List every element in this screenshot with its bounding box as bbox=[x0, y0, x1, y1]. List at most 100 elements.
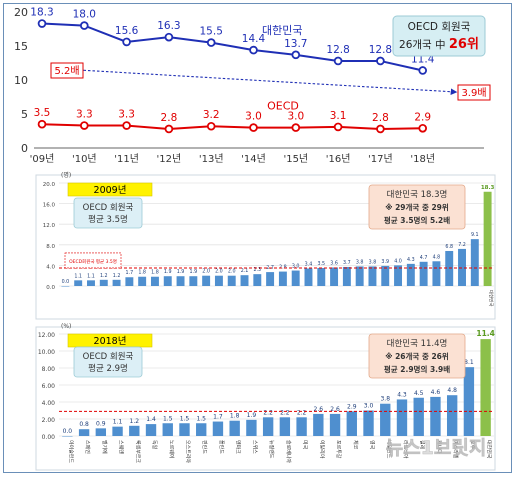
category-label: 뉴질랜드 bbox=[268, 440, 275, 459]
bar-value-label: 18.3 bbox=[481, 185, 495, 191]
bar bbox=[432, 261, 441, 286]
category-label: 대한민국 bbox=[488, 290, 495, 307]
bar bbox=[61, 286, 70, 287]
bar-value-label: 11.4 bbox=[476, 329, 495, 338]
category-label: 포르투갈 bbox=[335, 440, 342, 459]
data-label: 3.0 bbox=[245, 111, 262, 123]
bar bbox=[78, 429, 90, 436]
average-note-box bbox=[64, 252, 122, 269]
year-title: 2018년 bbox=[94, 336, 127, 347]
bar-value-label: 1.5 bbox=[180, 415, 190, 422]
category-label: 노르웨이 bbox=[168, 440, 175, 458]
bar bbox=[246, 419, 257, 436]
bar bbox=[445, 250, 454, 286]
bar-value-label: 2.3 bbox=[253, 267, 261, 273]
bar bbox=[346, 411, 357, 436]
x-tick-label: '10년 bbox=[72, 153, 97, 165]
data-point bbox=[80, 21, 89, 30]
bar bbox=[291, 270, 300, 286]
data-label: 3.3 bbox=[76, 109, 93, 121]
y-tick-label: 0.00 bbox=[42, 434, 56, 441]
bar-value-label: 8.1 bbox=[464, 359, 474, 366]
series-line-korea bbox=[41, 22, 423, 72]
bar-value-label: 4.0 bbox=[394, 258, 402, 264]
oecd-average-box bbox=[73, 346, 143, 378]
bar bbox=[179, 423, 190, 436]
bar-value-label: 3.0 bbox=[364, 403, 374, 410]
korea-summary-text: 대한민국 11.4명 bbox=[387, 338, 448, 349]
data-point bbox=[418, 123, 428, 133]
bar-value-label: 1.4 bbox=[146, 416, 156, 423]
bar bbox=[202, 275, 211, 286]
data-point bbox=[122, 121, 131, 130]
category-label: 네덜란드 bbox=[385, 440, 392, 459]
ratio-start-box bbox=[50, 62, 84, 79]
bar-value-label: 7.2 bbox=[458, 242, 466, 248]
data-label: 11.4 bbox=[411, 53, 435, 65]
x-tick-label: '11년 bbox=[114, 153, 139, 165]
bar-value-label: 4.3 bbox=[397, 391, 407, 398]
korea-summary-box bbox=[368, 184, 466, 230]
bar bbox=[458, 248, 466, 286]
bar-value-label: 2.6 bbox=[330, 406, 340, 413]
bar-value-label: 0.8 bbox=[79, 421, 89, 428]
data-label: 2.9 bbox=[414, 111, 431, 123]
y-tick-label: 4.0 bbox=[46, 264, 55, 270]
series-line-oecd bbox=[41, 123, 423, 130]
bar-value-label: 1.5 bbox=[163, 415, 173, 422]
category-label: 오스트리아 bbox=[184, 440, 191, 463]
bar-value-label: 1.2 bbox=[100, 273, 108, 279]
watermark: 뉴스1브릿지 bbox=[386, 437, 487, 459]
x-tick-label: '15년 bbox=[283, 153, 308, 165]
y-tick-label: 0.0 bbox=[46, 285, 55, 291]
bar-value-label: 1.7 bbox=[213, 414, 223, 421]
y-tick-label: 10.00 bbox=[38, 349, 55, 356]
bar bbox=[266, 272, 275, 286]
chart-canvas: 0 5 10 15 20 '09년 '10년 '11년 '12년 '13년 '14년 '15년 '16년… bbox=[14, 6, 496, 471]
data-point bbox=[37, 19, 47, 28]
ratio-arrow bbox=[78, 69, 458, 95]
chart-frame: 0 5 10 15 20 '09년 '10년 '11년 '12년 '13년 '14년 '15년 '16년… bbox=[3, 3, 512, 473]
bar bbox=[176, 276, 185, 286]
bar bbox=[394, 265, 403, 286]
bar-korea bbox=[483, 191, 492, 286]
category-label: 핀란드 bbox=[201, 440, 208, 454]
bar bbox=[150, 276, 159, 286]
bar-chart-2018: 0.00 2.00 4.00 6.00 8.00 10.00 12.00 (%) 0.0 아이슬란… bbox=[35, 323, 496, 471]
bar bbox=[380, 403, 391, 436]
bar-value-label: 1.8 bbox=[151, 270, 159, 276]
bar bbox=[430, 396, 441, 436]
bar-value-label: 1.1 bbox=[87, 273, 95, 279]
bar bbox=[240, 275, 249, 286]
data-point bbox=[333, 122, 343, 132]
bar-value-label: 0.0 bbox=[63, 428, 73, 435]
bar bbox=[196, 423, 207, 436]
bar-value-label: 3.0 bbox=[292, 264, 300, 270]
data-label: 12.8 bbox=[369, 44, 392, 56]
y-tick-label: 8.00 bbox=[42, 366, 56, 373]
y-tick-label: 20.0 bbox=[43, 182, 56, 188]
year-badge bbox=[67, 182, 153, 197]
bar-value-label: 1.9 bbox=[177, 269, 185, 275]
bar-value-label: 4.8 bbox=[433, 254, 441, 260]
bar-value-label: 1.1 bbox=[113, 419, 123, 426]
bar-value-label: 1.7 bbox=[126, 270, 134, 276]
bar bbox=[317, 267, 326, 286]
bar bbox=[162, 423, 173, 436]
bar-value-label: 3.5 bbox=[317, 261, 325, 267]
ratio-end-box bbox=[457, 84, 491, 101]
rank-box-title: OECD 회원국 bbox=[408, 21, 471, 33]
series-name-korea: 대한민국 bbox=[262, 24, 302, 37]
data-point bbox=[249, 45, 258, 55]
bar-value-label: 2.2 bbox=[280, 409, 290, 416]
oecd-average-box bbox=[73, 197, 143, 229]
ratio-start-label: 5.2배 bbox=[54, 65, 79, 77]
bar-value-label: 0.0 bbox=[62, 279, 70, 285]
x-tick-label: '13년 bbox=[199, 153, 224, 165]
x-tick-label: '14년 bbox=[241, 153, 266, 165]
category-label: 대한민국 bbox=[486, 440, 493, 459]
korea-summary-text: ※ 26개국 중 26위 bbox=[385, 351, 449, 361]
data-point bbox=[122, 37, 131, 47]
data-label: 3.1 bbox=[330, 110, 347, 122]
bar bbox=[304, 268, 313, 286]
